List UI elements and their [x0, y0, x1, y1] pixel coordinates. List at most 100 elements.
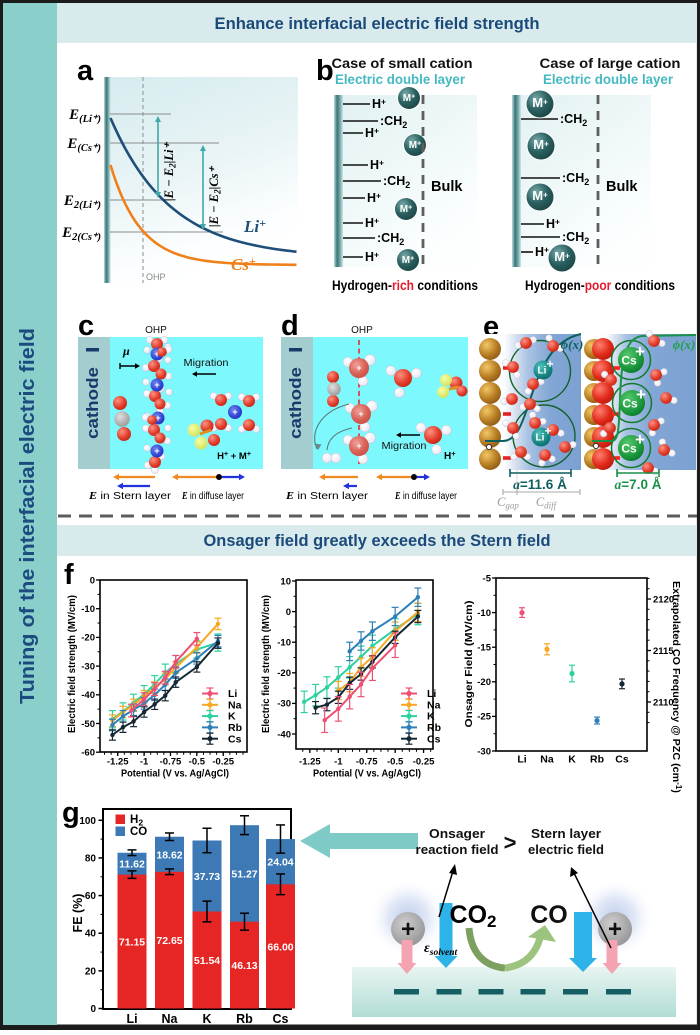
svg-text:cathode: cathode [287, 367, 305, 439]
svg-text:|E − E2|Cs⁺: |E − E2|Cs⁺ [207, 165, 223, 227]
svg-text:M+: M+ [409, 140, 421, 151]
svg-text:E in Stern layer: E in Stern layer [88, 491, 172, 502]
svg-text:2120: 2120 [653, 594, 674, 605]
svg-text:+: + [635, 342, 645, 361]
svg-text:+: + [154, 380, 159, 390]
svg-text:+: + [356, 441, 361, 451]
svg-text:K: K [202, 1012, 211, 1026]
svg-text:-0.25: -0.25 [212, 757, 234, 768]
svg-text:M+: M+ [532, 95, 548, 110]
svg-text:M+: M+ [402, 255, 414, 266]
svg-text:-0.75: -0.75 [160, 757, 182, 768]
svg-text:Rb: Rb [236, 1012, 253, 1026]
svg-text:f: f [64, 559, 74, 591]
svg-text:Cs: Cs [427, 733, 441, 745]
svg-text:g: g [62, 797, 80, 829]
svg-text:-40: -40 [81, 690, 95, 701]
svg-text:Case of large cation: Case of large cation [540, 56, 681, 71]
svg-text:-1: -1 [140, 757, 149, 768]
svg-text:71.15: 71.15 [119, 937, 145, 949]
svg-text:51.27: 51.27 [231, 868, 257, 880]
svg-text:|E − E2|Li⁺: |E − E2|Li⁺ [162, 141, 178, 201]
svg-text:+: + [155, 413, 160, 423]
svg-text:Li: Li [228, 688, 237, 700]
svg-text:+: + [546, 357, 553, 371]
svg-text::CH2: :CH2 [380, 114, 407, 130]
svg-text:-30: -30 [277, 699, 291, 710]
svg-text:FE (%): FE (%) [71, 894, 85, 933]
svg-text:40: 40 [85, 929, 97, 940]
svg-text:M+: M+ [554, 249, 570, 264]
svg-text:+: + [356, 363, 361, 373]
svg-text:ϕ(x): ϕ(x) [673, 337, 696, 352]
svg-text:+: + [154, 446, 159, 456]
svg-text::CH2: :CH2 [377, 231, 404, 247]
svg-text:80: 80 [85, 853, 97, 864]
svg-text:Hydrogen-rich conditions: Hydrogen-rich conditions [332, 278, 478, 293]
svg-text:60: 60 [85, 891, 97, 902]
svg-text:Enhance interfacial electric f: Enhance interfacial electric field stren… [215, 14, 540, 33]
svg-text:51.54: 51.54 [194, 955, 220, 967]
svg-text:Rb: Rb [427, 722, 441, 734]
svg-text:ϕ(x): ϕ(x) [561, 337, 584, 352]
svg-text:-50: -50 [81, 719, 95, 730]
svg-text:Cs: Cs [273, 1012, 289, 1026]
svg-text:+: + [608, 916, 622, 943]
svg-text::CH2: :CH2 [562, 230, 589, 246]
svg-text:11.62: 11.62 [119, 859, 145, 871]
svg-text:M+: M+ [400, 204, 412, 215]
svg-text:Stern layer: Stern layer [531, 826, 601, 841]
svg-text:24.04: 24.04 [267, 857, 293, 869]
svg-text:Cs: Cs [228, 733, 242, 745]
svg-text:cathode: cathode [84, 367, 102, 439]
svg-text:>: > [504, 830, 517, 855]
svg-text:OHP: OHP [146, 272, 166, 282]
svg-text:+: + [635, 430, 645, 449]
svg-text:Bulk: Bulk [606, 179, 638, 195]
svg-text:Potential (V vs. Ag/AgCl): Potential (V vs. Ag/AgCl) [313, 768, 421, 780]
svg-text:2115: 2115 [653, 646, 674, 657]
svg-text:OHP: OHP [351, 325, 373, 336]
svg-text:Tuning of the interfacial elec: Tuning of the interfacial electric field [17, 328, 39, 704]
svg-text:-60: -60 [81, 748, 95, 759]
svg-text:a: a [77, 55, 94, 87]
svg-text:b: b [316, 55, 334, 87]
svg-text::CH2: :CH2 [560, 112, 587, 128]
svg-text:-15: -15 [477, 643, 491, 654]
svg-text:E in diffuse layer: E in diffuse layer [394, 491, 457, 502]
svg-text:a=11.6 Å: a=11.6 Å [513, 477, 567, 492]
svg-text:Cs: Cs [615, 754, 629, 766]
svg-text:-30: -30 [81, 661, 95, 672]
svg-text:Hydrogen-poor conditions: Hydrogen-poor conditions [525, 278, 675, 293]
svg-text:Rb: Rb [228, 722, 242, 734]
svg-text:+: + [401, 916, 415, 943]
svg-text:CO: CO [130, 826, 147, 838]
svg-text:-0.5: -0.5 [189, 757, 206, 768]
svg-text:OHP: OHP [145, 325, 167, 336]
svg-text:-0.5: -0.5 [387, 757, 404, 768]
svg-text:K: K [228, 711, 236, 723]
svg-text:c: c [78, 310, 94, 342]
svg-text:H2: H2 [130, 814, 143, 828]
svg-text:Li: Li [517, 754, 526, 766]
svg-text:-10: -10 [277, 638, 291, 649]
svg-text:Potential (V vs. Ag/AgCl): Potential (V vs. Ag/AgCl) [121, 768, 229, 780]
svg-text:K: K [568, 754, 576, 766]
svg-text:-0.25: -0.25 [413, 757, 435, 768]
svg-text:Na: Na [427, 699, 441, 711]
svg-text:Onsager Field (MV/cm): Onsager Field (MV/cm) [463, 601, 475, 728]
svg-text:Na: Na [540, 754, 554, 766]
svg-text:+: + [154, 349, 159, 359]
svg-text:electric field: electric field [528, 842, 604, 857]
svg-text:0: 0 [90, 1004, 96, 1015]
svg-text:-25: -25 [477, 712, 491, 723]
svg-text:E in Stern layer: E in Stern layer [285, 491, 369, 502]
svg-text:0: 0 [286, 607, 291, 618]
svg-text:Cs: Cs [621, 442, 637, 456]
svg-text:a=7.0 Å: a=7.0 Å [615, 477, 662, 492]
svg-text:Li: Li [126, 1012, 137, 1026]
svg-text:Rb: Rb [590, 754, 604, 766]
svg-text:-0.75: -0.75 [356, 757, 378, 768]
svg-text:reaction field: reaction field [416, 842, 499, 857]
svg-text::CH2: :CH2 [562, 171, 589, 187]
